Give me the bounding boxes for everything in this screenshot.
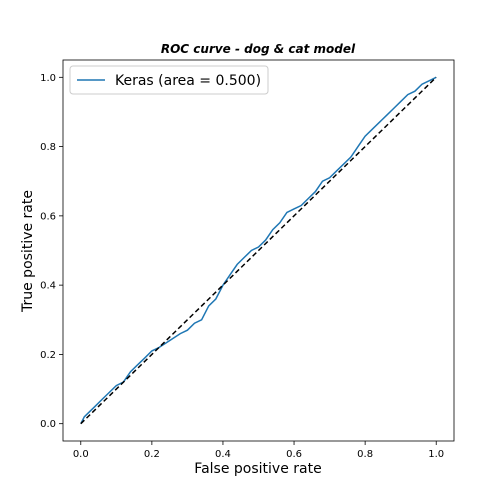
legend-label-keras: Keras (area = 0.500) bbox=[115, 73, 261, 89]
x-tick-label: 0.6 bbox=[286, 449, 302, 460]
y-tick-label: 0.0 bbox=[40, 419, 56, 430]
chance-diagonal-line bbox=[80, 76, 437, 425]
y-axis-label: True positive rate bbox=[20, 190, 36, 313]
legend-box bbox=[69, 65, 269, 95]
x-tick-label: 0.8 bbox=[357, 449, 373, 460]
y-tick-label: 0.6 bbox=[40, 211, 56, 222]
y-axis-ticks: 0.0 0.2 0.4 0.6 0.8 1.0 bbox=[40, 73, 63, 430]
x-tick-label: 0.2 bbox=[144, 449, 160, 460]
x-axis-ticks: 0.0 0.2 0.4 0.6 0.8 1.0 bbox=[73, 441, 444, 460]
y-tick-label: 1.0 bbox=[40, 73, 56, 84]
x-axis-label: False positive rate bbox=[194, 461, 321, 477]
y-tick-label: 0.8 bbox=[40, 142, 56, 153]
y-tick-label: 0.2 bbox=[40, 350, 56, 361]
x-tick-label: 0.4 bbox=[215, 449, 231, 460]
legend: Keras (area = 0.500) bbox=[69, 65, 269, 95]
x-tick-label: 0.0 bbox=[73, 449, 89, 460]
plot-area bbox=[80, 76, 437, 425]
x-tick-label: 1.0 bbox=[428, 449, 444, 460]
y-tick-label: 0.4 bbox=[40, 281, 56, 292]
roc-series-line bbox=[80, 76, 437, 425]
chart-title: ROC curve - dog & cat model bbox=[161, 42, 356, 56]
